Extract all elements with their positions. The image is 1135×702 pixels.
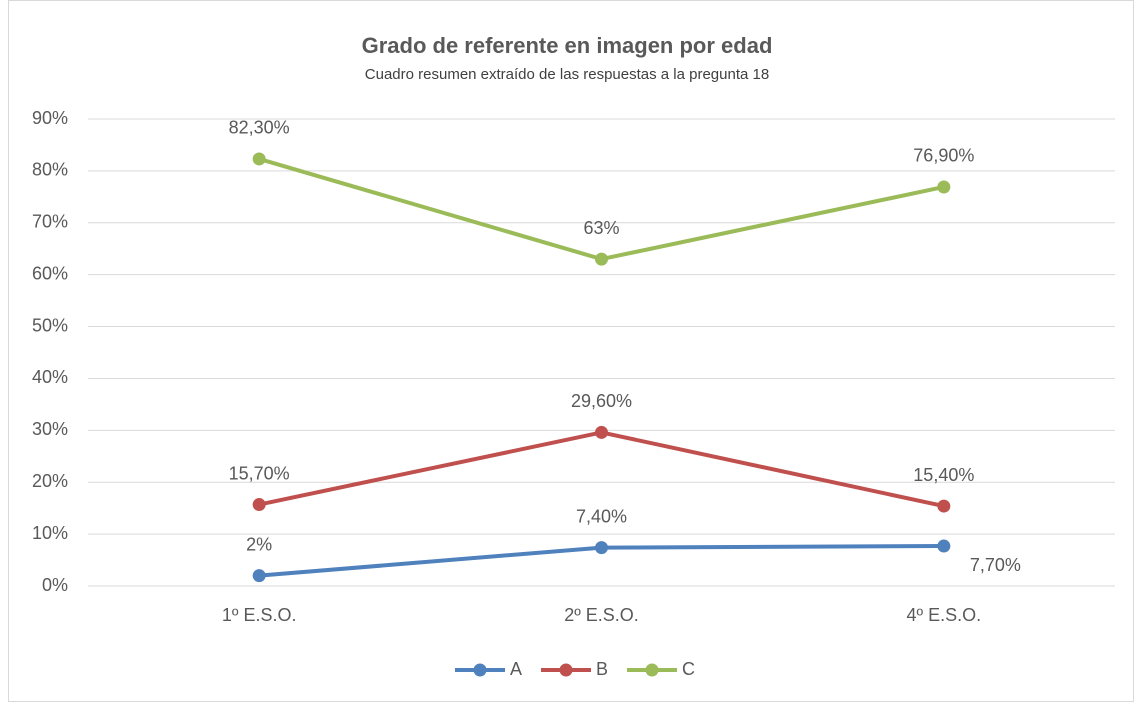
- data-point: [595, 541, 608, 555]
- y-tick-label: 50%: [32, 315, 68, 335]
- y-tick-label: 70%: [32, 212, 68, 232]
- x-tick-label: 4º E.S.O.: [907, 605, 982, 625]
- data-label: 7,70%: [970, 555, 1021, 575]
- y-tick-label: 40%: [32, 367, 68, 387]
- data-label: 82,30%: [229, 118, 290, 138]
- chart-subtitle: Cuadro resumen extraído de las respuesta…: [365, 66, 769, 83]
- x-tick-label: 1º E.S.O.: [222, 605, 297, 625]
- chart-frame: [8, 0, 1134, 702]
- data-label: 63%: [583, 218, 619, 238]
- legend-label: C: [682, 659, 695, 679]
- legend-marker: [645, 663, 659, 677]
- y-tick-label: 80%: [32, 160, 68, 180]
- data-point: [252, 152, 266, 166]
- legend-label: A: [510, 659, 522, 679]
- x-tick-label: 2º E.S.O.: [564, 605, 639, 625]
- y-tick-label: 90%: [32, 108, 68, 128]
- y-tick-label: 10%: [32, 523, 68, 543]
- data-point: [937, 539, 951, 553]
- data-label: 76,90%: [913, 146, 974, 166]
- data-point: [252, 569, 266, 583]
- data-point: [595, 425, 608, 439]
- data-point: [252, 498, 266, 512]
- y-tick-label: 30%: [32, 419, 68, 439]
- data-label: 15,40%: [913, 465, 974, 485]
- chart-title: Grado de referente en imagen por edad: [362, 33, 773, 58]
- data-label: 2%: [246, 534, 272, 554]
- y-tick-label: 20%: [32, 471, 68, 491]
- data-label: 29,60%: [571, 391, 632, 411]
- data-label: 7,40%: [576, 506, 627, 526]
- legend-label: B: [596, 659, 608, 679]
- legend-marker: [473, 663, 487, 677]
- data-point: [937, 499, 951, 513]
- y-tick-label: 0%: [42, 575, 68, 595]
- legend-marker: [559, 663, 573, 677]
- data-point: [595, 252, 608, 266]
- data-point: [937, 180, 951, 194]
- y-tick-label: 60%: [32, 263, 68, 283]
- data-label: 15,70%: [229, 463, 290, 483]
